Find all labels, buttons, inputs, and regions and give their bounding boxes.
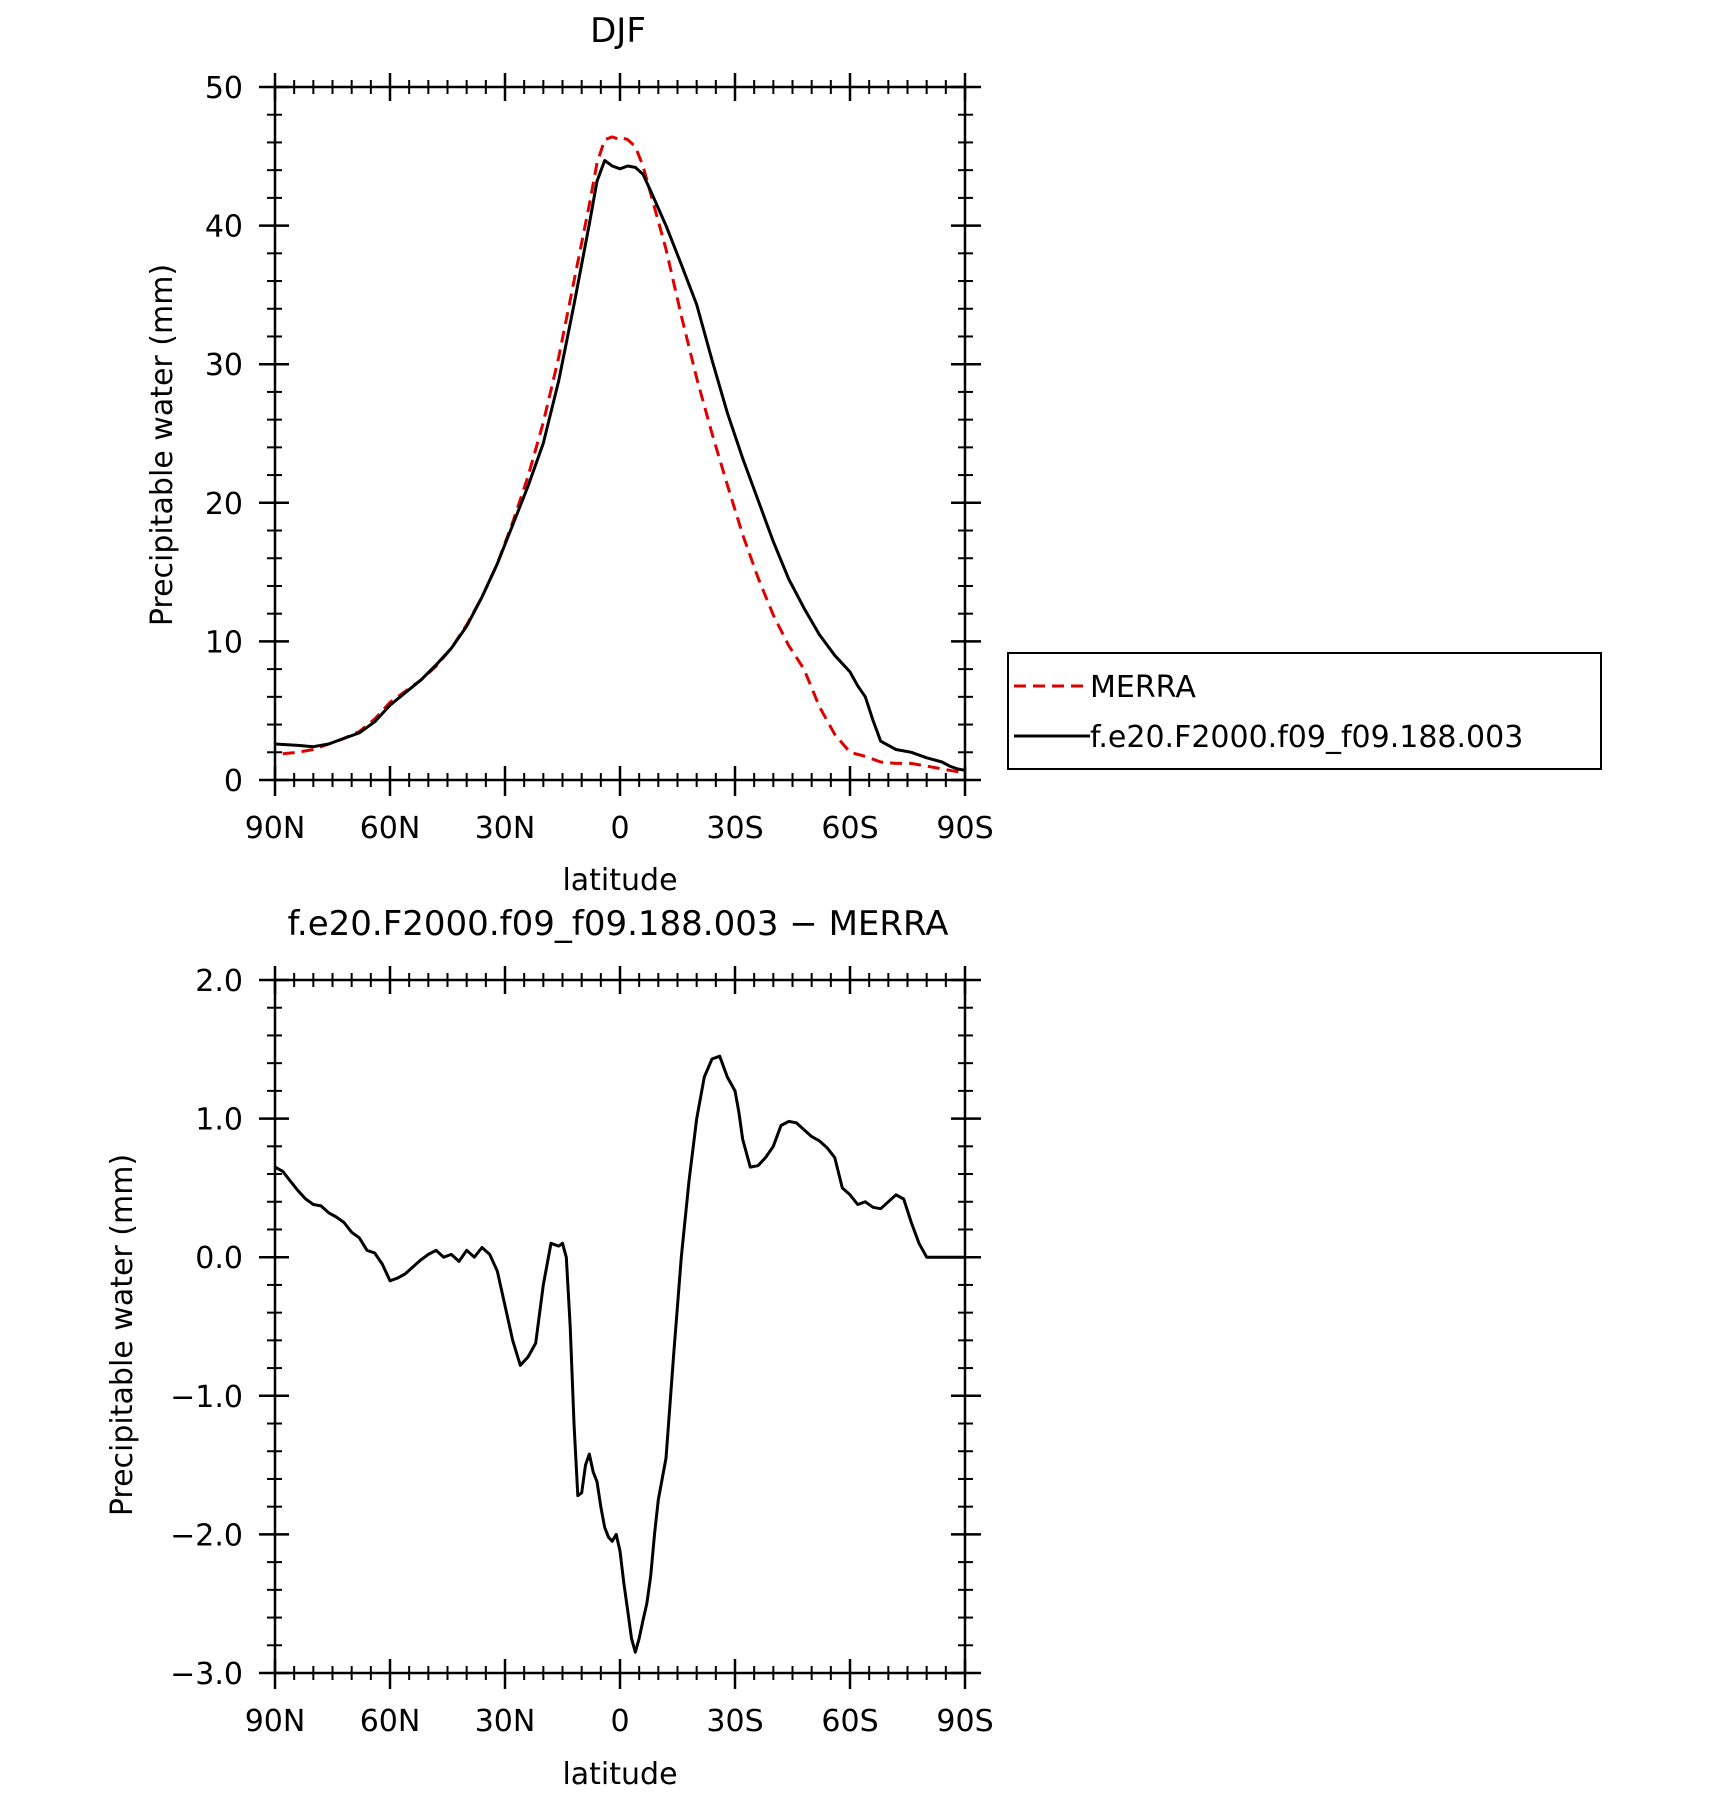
x-tick-label: 90S	[936, 811, 993, 846]
y-tick-label: 2.0	[195, 964, 243, 999]
chart-title: DJF	[590, 11, 646, 51]
x-axis-label: latitude	[562, 1757, 677, 1792]
y-axis-label: Precipitable water (mm)	[145, 264, 180, 626]
y-tick-label: 0.0	[195, 1241, 243, 1276]
x-tick-label: 0	[610, 811, 629, 846]
x-tick-label: 30S	[706, 1704, 763, 1739]
x-tick-label: 90S	[936, 1704, 993, 1739]
y-tick-label: −1.0	[170, 1380, 243, 1415]
plot-area: 90N 60N 30N 0 30S 60S 90S −3.0 −2.0 −1.0 0.0 1.0 2.0	[170, 964, 993, 1739]
x-tick-label: 90N	[245, 1704, 306, 1739]
y-tick-label: 1.0	[195, 1103, 243, 1138]
legend: MERRA f.e20.F2000.f09_f09.188.003	[1007, 652, 1602, 770]
legend-label-merra: MERRA	[1090, 670, 1196, 705]
y-axis-label: Precipitable water (mm)	[105, 1154, 140, 1516]
x-tick-label: 60S	[821, 811, 878, 846]
x-tick-label: 90N	[245, 811, 306, 846]
y-tick-label: 20	[205, 487, 243, 522]
chart-title: f.e20.F2000.f09_f09.188.003 − MERRA	[287, 904, 948, 944]
x-tick-label: 60N	[360, 811, 421, 846]
y-tick-label: 30	[205, 348, 243, 383]
series-line-merra	[282, 135, 965, 774]
plot-frame	[273, 85, 967, 782]
y-tick-label: −3.0	[170, 1657, 243, 1692]
plot-area: 90N 60N 30N 0 30S 60S 90S 0 10 20 30 40 50	[205, 71, 994, 846]
top-panel: DJF Precipitable water (mm) latitude 90N…	[145, 11, 1602, 898]
x-tick-label: 30N	[475, 811, 536, 846]
y-tick-label: 0	[224, 764, 243, 799]
x-tick-label: 0	[610, 1704, 629, 1739]
y-tick-label: 50	[205, 71, 243, 106]
y-tick-label: 40	[205, 210, 243, 245]
legend-box	[1007, 652, 1602, 770]
series-line-difference	[274, 1054, 965, 1654]
x-tick-label: 60S	[821, 1704, 878, 1739]
plot-frame	[273, 978, 967, 1675]
x-tick-label: 30S	[706, 811, 763, 846]
x-axis-label: latitude	[562, 863, 677, 898]
y-tick-label: −2.0	[170, 1518, 243, 1553]
x-tick-label: 30N	[475, 1704, 536, 1739]
x-tick-label: 60N	[360, 1704, 421, 1739]
bottom-panel: f.e20.F2000.f09_f09.188.003 − MERRA Prec…	[105, 904, 994, 1792]
series-line-f-e20-f2000-f09-f09-188-003	[274, 159, 966, 772]
y-tick-label: 10	[205, 625, 243, 660]
legend-label-model: f.e20.F2000.f09_f09.188.003	[1090, 720, 1523, 755]
